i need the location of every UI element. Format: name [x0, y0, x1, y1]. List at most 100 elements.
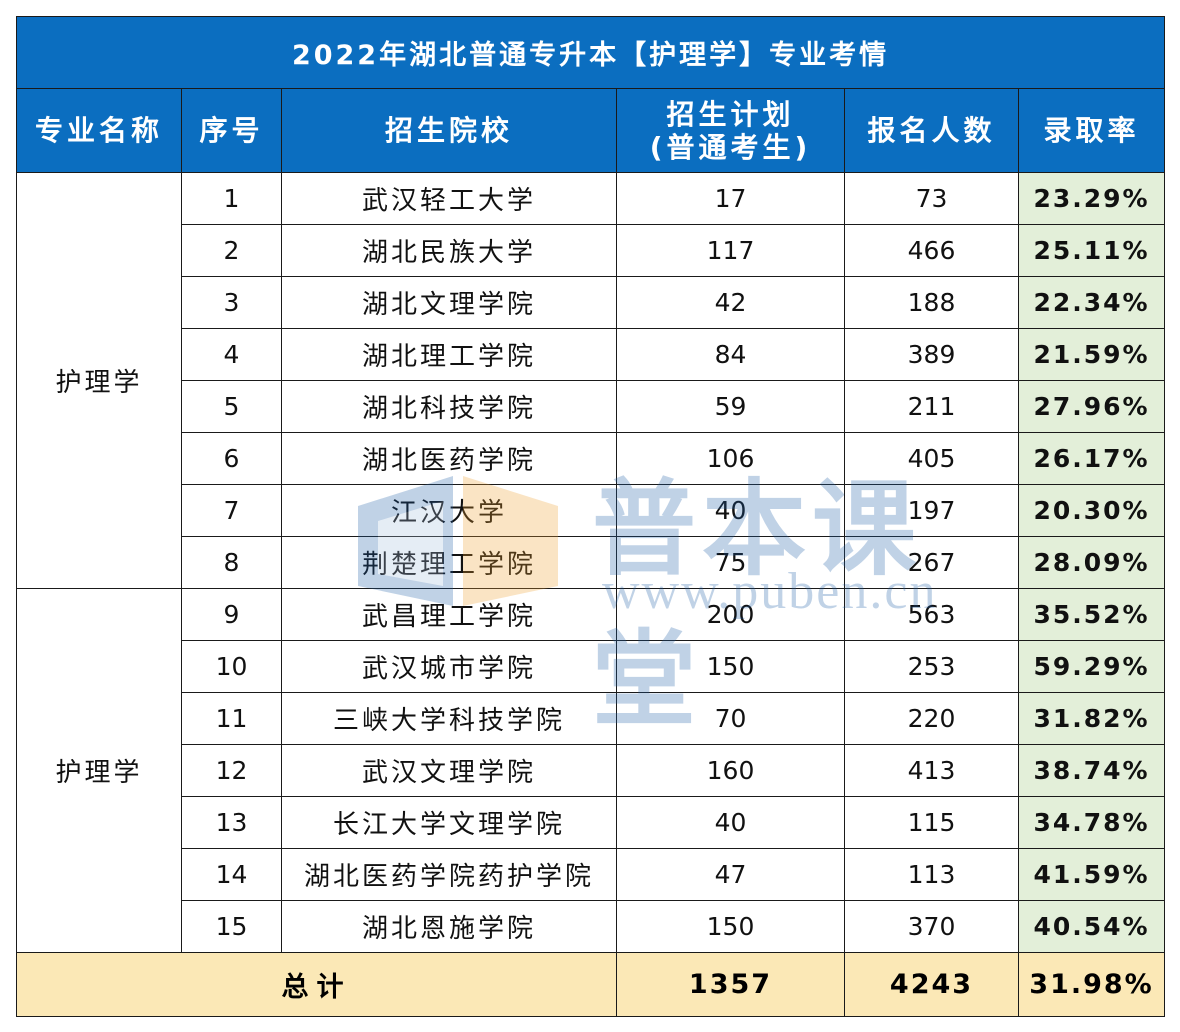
school-cell: 湖北科技学院	[281, 380, 617, 433]
table-row: 2 湖北民族大学 117 466 25.11%	[17, 224, 1166, 277]
rate-cell: 34.78%	[1017, 796, 1166, 849]
table-row: 10 武汉城市学院 150 253 59.29%	[17, 640, 1166, 693]
index-cell: 13	[181, 796, 282, 849]
header-index: 序号	[181, 88, 282, 173]
index-cell: 6	[181, 432, 282, 485]
total-row: 总计 1357 4243 31.98%	[16, 952, 1166, 1017]
table-row: 3 湖北文理学院 42 188 22.34%	[17, 276, 1166, 329]
table-row: 护理学 1 武汉轻工大学 17 73 23.29%	[16, 172, 1166, 589]
major-cell: 护理学	[16, 172, 182, 589]
plan-cell: 40	[616, 796, 845, 849]
school-cell: 荆楚理工学院	[281, 536, 617, 589]
applicants-cell: 405	[844, 432, 1019, 485]
header-row: 专业名称 序号 招生院校 招生计划 (普通考生) 报名人数 录取率	[16, 88, 1166, 173]
plan-cell: 47	[616, 848, 845, 901]
school-cell: 湖北文理学院	[281, 276, 617, 329]
index-cell: 11	[181, 692, 282, 745]
rate-cell: 21.59%	[1017, 328, 1166, 381]
applicants-cell: 253	[844, 640, 1019, 693]
rate-cell: 41.59%	[1017, 848, 1166, 901]
index-cell: 7	[181, 484, 282, 537]
table-title: 2022年湖北普通专升本【护理学】专业考情	[15, 16, 1166, 89]
total-label: 总计	[16, 952, 617, 1017]
plan-cell: 59	[616, 380, 845, 433]
header-major: 专业名称	[16, 88, 182, 173]
title-row: 2022年湖北普通专升本【护理学】专业考情	[15, 16, 1166, 89]
rate-cell: 38.74%	[1017, 744, 1166, 797]
rate-cell: 22.34%	[1017, 276, 1166, 329]
index-cell: 10	[181, 640, 282, 693]
applicants-cell: 466	[844, 224, 1019, 277]
table-row: 7 江汉大学 40 197 20.30%	[17, 484, 1166, 537]
index-cell: 12	[181, 744, 282, 797]
plan-cell: 84	[616, 328, 845, 381]
table-row: 12 武汉文理学院 160 413 38.74%	[17, 744, 1166, 797]
applicants-cell: 267	[844, 536, 1019, 589]
applicants-cell: 115	[844, 796, 1019, 849]
applicants-cell: 370	[844, 900, 1019, 953]
index-cell: 1	[181, 172, 282, 225]
table-row: 5 湖北科技学院 59 211 27.96%	[17, 380, 1166, 433]
plan-cell: 200	[616, 588, 845, 641]
index-cell: 8	[181, 536, 282, 589]
header-school: 招生院校	[281, 88, 617, 173]
applicants-cell: 563	[844, 588, 1019, 641]
rate-cell: 27.96%	[1017, 380, 1166, 433]
index-cell: 5	[181, 380, 282, 433]
plan-cell: 40	[616, 484, 845, 537]
header-plan-line2: (普通考生)	[649, 130, 812, 164]
applicants-cell: 211	[844, 380, 1019, 433]
applicants-cell: 73	[844, 172, 1019, 225]
school-cell: 湖北理工学院	[281, 328, 617, 381]
school-cell: 湖北民族大学	[281, 224, 617, 277]
rate-cell: 26.17%	[1017, 432, 1166, 485]
admission-table: 2022年湖北普通专升本【护理学】专业考情 专业名称 序号 招生院校 招生计划 …	[15, 16, 1166, 1017]
total-rate: 31.98%	[1017, 952, 1166, 1017]
applicants-cell: 413	[844, 744, 1019, 797]
table-row: 13 长江大学文理学院 40 115 34.78%	[17, 796, 1166, 849]
header-applicants: 报名人数	[844, 88, 1019, 173]
total-applicants: 4243	[844, 952, 1019, 1017]
index-cell: 9	[181, 588, 282, 641]
plan-cell: 117	[616, 224, 845, 277]
table-row: 4 湖北理工学院 84 389 21.59%	[17, 328, 1166, 381]
index-cell: 15	[181, 900, 282, 953]
table-row: 8 荆楚理工学院 75 267 28.09%	[17, 536, 1166, 589]
applicants-cell: 113	[844, 848, 1019, 901]
header-plan-line1: 招生计划	[666, 97, 795, 131]
index-cell: 3	[181, 276, 282, 329]
school-cell: 武汉文理学院	[281, 744, 617, 797]
plan-cell: 17	[616, 172, 845, 225]
rate-cell: 59.29%	[1017, 640, 1166, 693]
table-row: 11 三峡大学科技学院 70 220 31.82%	[17, 692, 1166, 745]
table-row: 15 湖北恩施学院 150 370 40.54%	[17, 900, 1166, 953]
applicants-cell: 188	[844, 276, 1019, 329]
plan-cell: 42	[616, 276, 845, 329]
table-row: 6 湖北医药学院 106 405 26.17%	[17, 432, 1166, 485]
header-plan: 招生计划 (普通考生)	[616, 88, 845, 173]
applicants-cell: 389	[844, 328, 1019, 381]
header-rate: 录取率	[1017, 88, 1166, 173]
plan-cell: 150	[616, 640, 845, 693]
applicants-cell: 220	[844, 692, 1019, 745]
school-cell: 长江大学文理学院	[281, 796, 617, 849]
plan-cell: 160	[616, 744, 845, 797]
index-cell: 2	[181, 224, 282, 277]
school-cell: 武汉城市学院	[281, 640, 617, 693]
major-cell: 护理学	[16, 588, 182, 953]
rate-cell: 20.30%	[1017, 484, 1166, 537]
school-cell: 三峡大学科技学院	[281, 692, 617, 745]
table-row: 14 湖北医药学院药护学院 47 113 41.59%	[17, 848, 1166, 901]
rate-cell: 31.82%	[1017, 692, 1166, 745]
school-cell: 湖北医药学院	[281, 432, 617, 485]
index-cell: 14	[181, 848, 282, 901]
rate-cell: 28.09%	[1017, 536, 1166, 589]
rate-cell: 35.52%	[1017, 588, 1166, 641]
plan-cell: 75	[616, 536, 845, 589]
rate-cell: 40.54%	[1017, 900, 1166, 953]
school-cell: 湖北医药学院药护学院	[281, 848, 617, 901]
rate-cell: 25.11%	[1017, 224, 1166, 277]
applicants-cell: 197	[844, 484, 1019, 537]
total-plan: 1357	[616, 952, 845, 1017]
table-row: 护理学 9 武昌理工学院 200 563 35.52%	[16, 588, 1166, 953]
